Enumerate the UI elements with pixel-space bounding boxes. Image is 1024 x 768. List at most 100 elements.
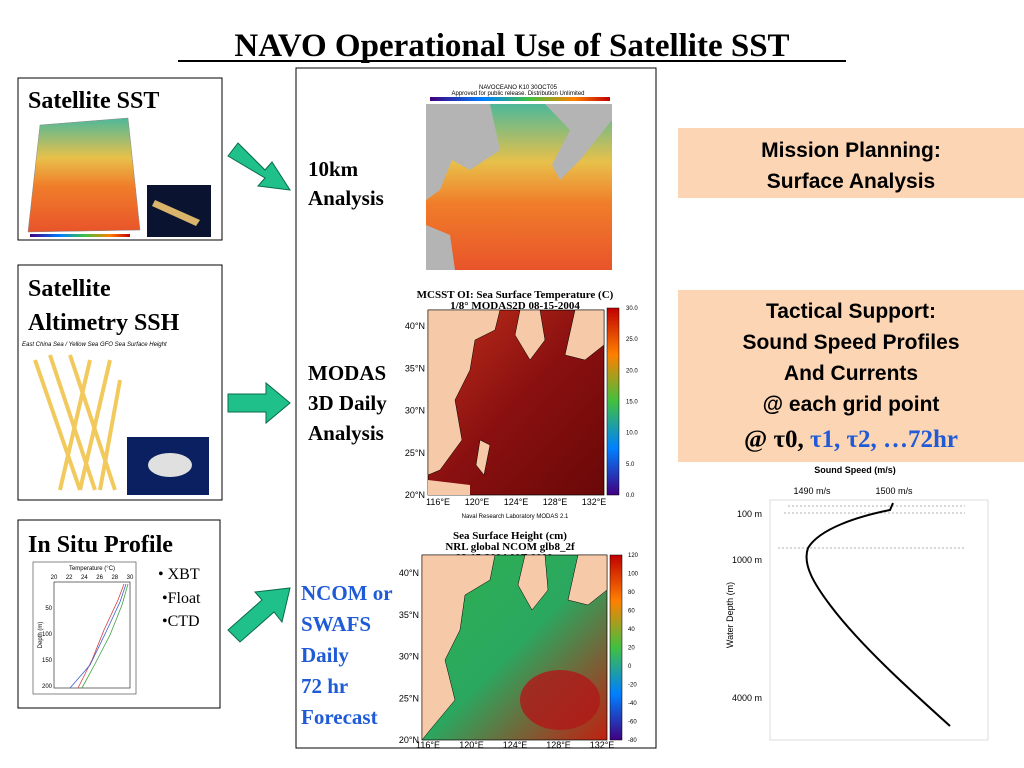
sound-speed-chart: Sound Speed (m/s) 1490 m/s 1500 m/s 100 … <box>725 465 989 741</box>
land <box>421 554 496 741</box>
y-tick-label: 50 <box>45 606 52 612</box>
output-box <box>678 128 1024 198</box>
caption: East China Sea / Yellow Sea GFO Sea Surf… <box>22 342 167 348</box>
source-insitu: In Situ Profile • XBT •Float •CTD Temper… <box>17 519 221 709</box>
colorbar-label: -40 <box>628 701 637 707</box>
output-box <box>678 290 1024 462</box>
lat-label: 40°N <box>405 321 425 331</box>
colorbar-label: -20 <box>628 683 637 689</box>
product-label: Daily <box>301 643 349 667</box>
source-sst: Satellite SST <box>17 77 223 241</box>
map-footer: Naval Research Laboratory MODAS 2.1 <box>462 514 569 520</box>
colorbar-label: 25.0 <box>626 337 638 343</box>
lon-label: 116°E <box>426 497 450 507</box>
colorbar <box>430 97 610 101</box>
profile-line <box>81 583 129 689</box>
output-label: Mission Planning: <box>761 139 941 162</box>
output-label: And Currents <box>784 362 918 385</box>
product-label: 72 hr <box>301 674 348 698</box>
product-label: MODAS <box>308 361 386 385</box>
item: • XBT <box>158 566 200 583</box>
colorbar-label: 80 <box>628 590 635 596</box>
profile-line <box>69 583 127 689</box>
land <box>514 309 546 361</box>
colorbar-label: 10.0 <box>626 431 638 437</box>
colorbar-label: 5.0 <box>626 462 635 468</box>
output-label: @ each grid point <box>763 393 940 416</box>
label: In Situ Profile <box>28 532 173 558</box>
sst-thumbnail <box>27 117 141 233</box>
lat-label: 30°N <box>405 406 425 416</box>
lon-label: 120°E <box>459 740 484 750</box>
lat-label: 35°N <box>399 610 419 620</box>
y-tick-label: 100 m <box>737 509 762 519</box>
lon-label: 120°E <box>465 497 490 507</box>
source-ssh: Satellite Altimetry SSH East China Sea /… <box>17 264 223 501</box>
product-label: Analysis <box>308 421 384 445</box>
lon-label: 132°E <box>590 740 615 750</box>
output-label: Sound Speed Profiles <box>742 331 959 354</box>
map-tick-labels: 30.0 25.0 20.0 15.0 10.0 5.0 0.0 40°N 35°N 30°N 25… <box>399 306 639 750</box>
x-label: Temperature (°C) <box>69 566 115 572</box>
x-tick-label: 1500 m/s <box>875 486 913 496</box>
colorbar-label: 0.0 <box>626 493 635 499</box>
x-tick-label: 22 <box>66 575 73 581</box>
satellite-icon <box>152 200 200 226</box>
land <box>564 309 605 361</box>
colorbar-label: 40 <box>628 627 635 633</box>
island <box>475 439 491 476</box>
y-label: Water Depth (m) <box>725 582 735 648</box>
lat-label: 25°N <box>399 693 419 703</box>
colorbar-label: 20.0 <box>626 368 638 374</box>
colorbar-label: 60 <box>628 609 635 615</box>
map-title: MCSST OI: Sea Surface Temperature (C) <box>417 289 614 301</box>
x-tick-label: 30 <box>127 575 134 581</box>
land <box>517 554 549 611</box>
layer-lines <box>778 505 965 549</box>
colorbar-label: 30.0 <box>626 306 638 312</box>
lat-label: 35°N <box>405 363 425 373</box>
tau-text: τ1, τ2, …72hr <box>810 426 958 453</box>
lon-label: 124°E <box>504 497 529 507</box>
colorbar-label: -80 <box>628 738 637 744</box>
land <box>567 554 608 606</box>
map-title: NAVOCEANO K10 30OCT05 <box>479 85 558 91</box>
colorbar-label: 0 <box>628 664 632 670</box>
lon-label: 116°E <box>416 740 440 750</box>
lon-label: 128°E <box>543 497 568 507</box>
land <box>426 104 500 200</box>
lon-label: 128°E <box>546 740 571 750</box>
thumb-colorbar <box>30 234 130 237</box>
map-10km: NAVOCEANO K10 30OCT05 Approved for publi… <box>426 85 612 270</box>
lat-label: 25°N <box>405 448 425 458</box>
y-tick-label: 4000 m <box>732 693 762 703</box>
plot-area <box>769 499 989 741</box>
profile-frame <box>32 561 137 695</box>
slide-title: NAVO Operational Use of Satellite SST <box>234 28 789 64</box>
land <box>427 309 501 476</box>
lon-label: 132°E <box>582 497 607 507</box>
x-tick-label: 26 <box>96 575 103 581</box>
arrow <box>227 381 291 425</box>
y-label: Depth (m) <box>38 622 44 649</box>
colorbar <box>609 554 623 741</box>
product-label: NCOM or <box>301 581 393 605</box>
lat-label: 40°N <box>399 568 419 578</box>
sound-speed-profile <box>805 502 951 727</box>
chart-title: Sound Speed (m/s) <box>814 465 896 475</box>
y-tick-label: 200 <box>42 684 53 690</box>
profile-line <box>77 583 125 689</box>
land <box>428 480 470 495</box>
map-modas: MCSST OI: Sea Surface Temperature (C) 1/… <box>417 289 620 520</box>
tau-text: @ τ0, <box>744 426 810 453</box>
label: Satellite <box>28 276 111 302</box>
product-label: Forecast <box>301 705 378 729</box>
arrow <box>227 587 291 643</box>
map-title: 1/8° MODAS2D 08-15-2004 <box>450 300 580 312</box>
label: Satellite SST <box>28 88 159 114</box>
map-title: NRL global NCOM glb8_2f <box>445 541 575 553</box>
x-tick-label: 1490 m/s <box>793 486 831 496</box>
item: •Float <box>162 590 201 607</box>
tick-labels: 20 22 24 26 28 30 50 100 150 200 <box>42 575 134 690</box>
satellite-icon <box>148 453 192 477</box>
